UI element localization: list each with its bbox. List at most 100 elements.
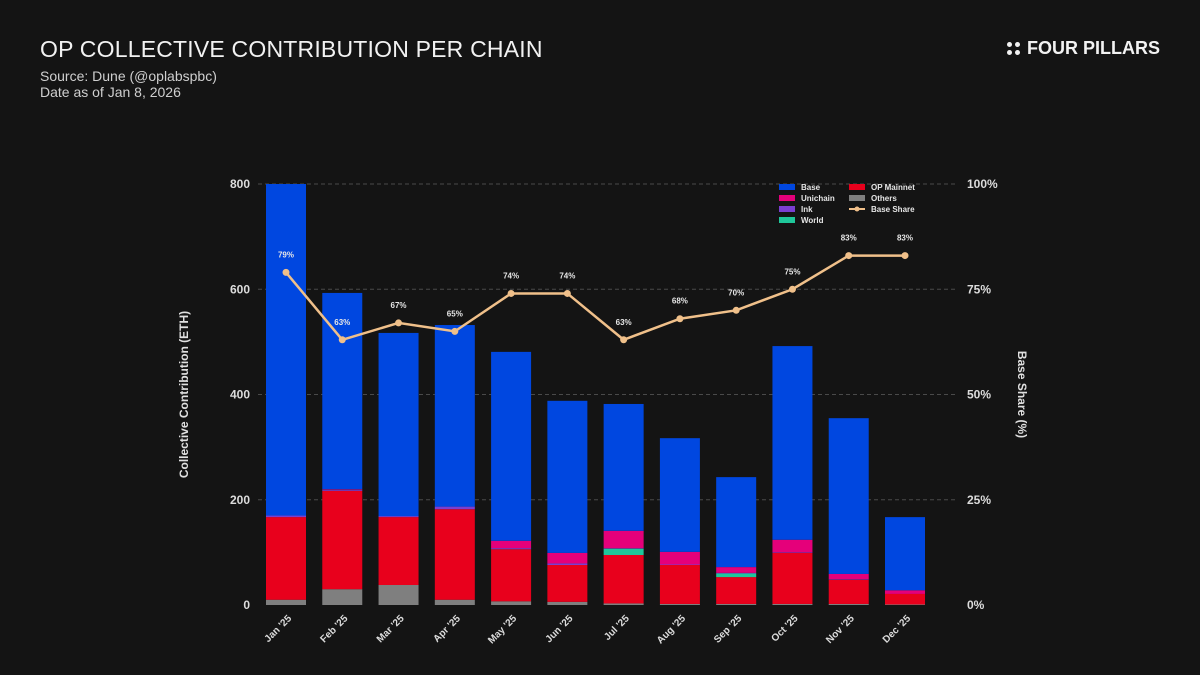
base-share-label: 79% xyxy=(278,250,294,259)
x-tick-label: Oct '25 xyxy=(769,613,800,644)
legend-base-share-label: Base Share xyxy=(871,205,915,214)
y2-tick-label: 0% xyxy=(967,598,985,612)
legend-base-share-marker xyxy=(854,206,860,212)
bar-others xyxy=(659,603,700,605)
bar-base xyxy=(434,325,475,507)
base-share-point xyxy=(395,319,403,327)
bar-base xyxy=(266,184,306,516)
bar-world xyxy=(716,573,757,578)
bar-unichain xyxy=(885,590,925,594)
legend-base-swatch xyxy=(779,184,795,190)
x-tick-label: Jan '25 xyxy=(263,613,295,645)
y-axis-label: Collective Contribution (ETH) xyxy=(177,311,191,478)
bar-others xyxy=(266,599,306,605)
x-tick-label: Jun '25 xyxy=(544,613,576,645)
legend-unichain-label: Unichain xyxy=(801,194,835,203)
x-tick-label: Mar '25 xyxy=(375,613,407,645)
bar-op-mainnet xyxy=(828,579,869,604)
bar-unichain xyxy=(603,530,644,549)
bar-op-mainnet xyxy=(547,565,588,602)
bar-op-mainnet xyxy=(659,565,700,604)
y-tick-label: 200 xyxy=(230,493,250,507)
bar-base xyxy=(491,351,532,541)
y2-tick-label: 50% xyxy=(967,388,991,402)
base-share-label: 83% xyxy=(841,234,857,243)
bar-op-mainnet xyxy=(378,517,419,586)
bar-base xyxy=(772,346,813,540)
bar-ink xyxy=(322,489,363,491)
x-tick-label: Sep '25 xyxy=(712,613,745,646)
base-share-point xyxy=(620,336,628,344)
bar-op-mainnet xyxy=(885,593,925,605)
bar-unichain xyxy=(828,573,869,580)
bar-op-mainnet xyxy=(772,552,813,604)
bar-base xyxy=(547,400,588,553)
bar-unichain xyxy=(491,540,532,549)
bar-ink xyxy=(491,548,532,550)
base-share-point xyxy=(451,327,459,335)
bar-unichain xyxy=(716,567,757,573)
bar-ink xyxy=(266,515,306,518)
base-share-point xyxy=(901,252,909,260)
base-share-label: 68% xyxy=(672,297,688,306)
bar-op-mainnet xyxy=(434,509,475,600)
bar-ink xyxy=(716,572,757,574)
bar-others xyxy=(322,589,363,605)
source-note: Source: Dune (@oplabspbc) xyxy=(40,68,217,84)
bar-ink xyxy=(434,506,475,510)
bar-op-mainnet xyxy=(716,577,757,604)
x-tick-label: Nov '25 xyxy=(824,613,857,646)
bar-base xyxy=(828,418,869,574)
bar-unichain xyxy=(772,539,813,553)
x-tick-label: May '25 xyxy=(486,613,519,646)
bar-others xyxy=(547,601,588,605)
base-share-label: 63% xyxy=(334,318,350,327)
x-tick-label: Aug '25 xyxy=(655,613,688,646)
brand-logo: FOUR PILLARS xyxy=(1007,38,1160,59)
bar-op-mainnet xyxy=(266,517,306,600)
brand-name: FOUR PILLARS xyxy=(1027,38,1160,58)
y2-tick-label: 100% xyxy=(967,177,998,191)
legend-base-label: Base xyxy=(801,183,821,192)
bar-base xyxy=(378,332,419,517)
base-share-point xyxy=(507,289,515,297)
bar-others xyxy=(885,604,925,605)
base-share-point xyxy=(676,315,684,323)
x-tick-label: Apr '25 xyxy=(431,613,463,645)
legend-others-swatch xyxy=(849,195,865,201)
bar-ink xyxy=(378,516,419,518)
y2-tick-label: 75% xyxy=(967,282,991,296)
bar-base xyxy=(716,477,757,568)
page-title: OP COLLECTIVE CONTRIBUTION PER CHAIN xyxy=(40,36,543,62)
bar-others xyxy=(434,599,475,605)
logo-dots-icon xyxy=(1007,42,1020,55)
bar-ink xyxy=(547,563,588,566)
bar-op-mainnet xyxy=(322,490,363,590)
y2-tick-label: 25% xyxy=(967,493,991,507)
base-share-label: 70% xyxy=(728,288,744,297)
bar-op-mainnet xyxy=(491,549,532,602)
base-share-label: 75% xyxy=(784,267,800,276)
bar-others xyxy=(828,603,869,605)
bar-op-mainnet xyxy=(603,555,644,604)
legend-ink-label: Ink xyxy=(801,205,813,214)
legend-op-mainnet-label: OP Mainnet xyxy=(871,183,915,192)
y-tick-label: 800 xyxy=(230,177,250,191)
base-share-point xyxy=(338,336,346,344)
bar-ink xyxy=(659,564,700,566)
legend-world-swatch xyxy=(779,217,795,223)
legend-ink-swatch xyxy=(779,206,795,212)
base-share-point xyxy=(845,252,853,260)
bar-unichain xyxy=(659,551,700,565)
bar-unichain xyxy=(322,489,363,490)
legend-unichain-swatch xyxy=(779,195,795,201)
y2-axis-label: Base Share (%) xyxy=(1015,351,1029,438)
base-share-label: 67% xyxy=(391,301,407,310)
bar-others xyxy=(603,603,644,605)
x-tick-label: Feb '25 xyxy=(319,613,351,645)
x-tick-label: Jul '25 xyxy=(602,613,632,643)
bar-others xyxy=(716,603,757,605)
y-tick-label: 0 xyxy=(243,598,250,612)
bar-ink xyxy=(603,548,644,549)
